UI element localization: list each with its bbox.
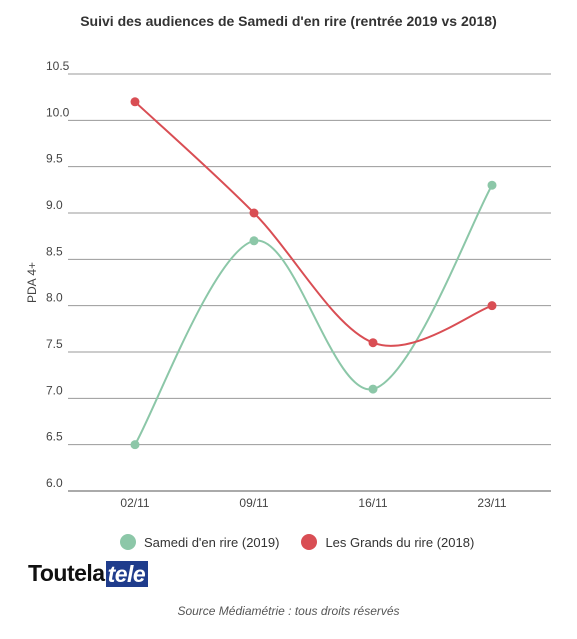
legend-marker-series-1 bbox=[120, 534, 136, 550]
data-point-series-1 bbox=[368, 384, 378, 394]
logo-text-part1: Toutela bbox=[28, 560, 105, 586]
legend-marker-series-2 bbox=[301, 534, 318, 550]
y-axis-title: PDA 4+ bbox=[25, 262, 39, 303]
y-tick-label: 9.0 bbox=[46, 198, 63, 212]
legend-item-series-2[interactable]: Les Grands du rire (2018) bbox=[301, 534, 474, 550]
y-tick-label: 10.5 bbox=[46, 59, 70, 73]
y-tick-label: 8.5 bbox=[46, 244, 63, 258]
chart-legend: Samedi d'en rire (2019) Les Grands du ri… bbox=[120, 534, 474, 550]
data-point-series-2 bbox=[487, 301, 497, 311]
series-line-2 bbox=[134, 101, 493, 347]
series-line-1 bbox=[134, 184, 493, 446]
y-tick-label: 9.5 bbox=[46, 152, 63, 166]
data-point-series-1 bbox=[130, 440, 140, 450]
x-tick-label: 02/11 bbox=[120, 496, 149, 510]
y-tick-label: 7.5 bbox=[46, 337, 63, 351]
x-tick-label: 09/11 bbox=[239, 496, 268, 510]
legend-label-series-2: Les Grands du rire (2018) bbox=[325, 534, 475, 550]
y-tick-label: 8.0 bbox=[46, 291, 63, 305]
data-point-series-2 bbox=[130, 97, 140, 107]
logo-text-part2: tele bbox=[105, 560, 149, 587]
data-point-series-1 bbox=[249, 236, 259, 246]
data-point-series-2 bbox=[249, 208, 259, 218]
y-tick-label: 6.5 bbox=[46, 430, 63, 444]
chart-title: Suivi des audiences de Samedi d'en rire … bbox=[80, 13, 497, 29]
data-point-series-1 bbox=[487, 180, 497, 190]
y-tick-label: 6.0 bbox=[46, 476, 63, 490]
legend-label-series-1: Samedi d'en rire (2019) bbox=[144, 534, 280, 550]
legend-item-series-1[interactable]: Samedi d'en rire (2019) bbox=[120, 534, 279, 550]
x-tick-label: 23/11 bbox=[477, 496, 506, 510]
toutelatele-logo[interactable]: Toutela tele bbox=[28, 560, 149, 587]
y-tick-label: 7.0 bbox=[46, 383, 63, 397]
source-note: Source Médiamétrie : tous droits réservé… bbox=[177, 604, 400, 618]
x-tick-label: 16/11 bbox=[358, 496, 387, 510]
data-point-series-2 bbox=[368, 338, 378, 348]
y-tick-label: 10.0 bbox=[46, 105, 70, 119]
